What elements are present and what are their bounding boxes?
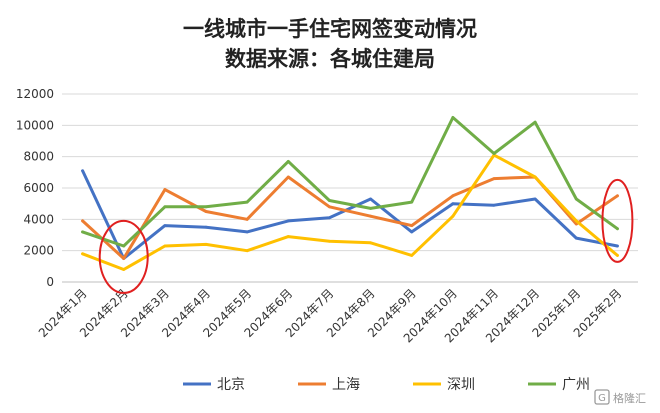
data-point [410,200,414,204]
data-point [492,203,496,207]
series-line-上海 [81,175,619,260]
data-point [204,225,208,229]
legend-label: 上海 [332,377,360,393]
chart-title: 一线城市一手住宅网签变动情况 [183,17,477,41]
data-point [163,244,167,248]
data-point [286,235,290,238]
chart-subtitle: 数据来源：各城住建局 [225,47,435,71]
data-point [204,205,208,209]
data-point [410,230,414,234]
legend-label: 深圳 [447,377,475,393]
y-axis-ticks: 0 2000 4000 6000 8000 10000 12000 [16,87,54,289]
data-point [410,253,414,257]
g-logo-letter: G [598,393,606,404]
data-point [533,175,537,179]
g-logo-icon [594,389,610,405]
data-point [451,194,455,198]
data-point [369,241,372,245]
data-point [328,239,331,243]
data-point [163,205,167,209]
y-tick-label: 12000 [16,87,54,101]
watermark: G 格隆汇 [594,389,646,405]
y-tick-label: 10000 [16,118,54,132]
data-point [245,249,249,253]
data-point [369,214,372,218]
data-point [328,199,331,202]
data-point [122,268,126,271]
data-point [245,230,249,234]
data-point [410,224,414,228]
y-tick-label: 6000 [23,181,54,195]
y-tick-label: 8000 [23,150,54,164]
data-point [451,116,455,119]
data-point [81,230,84,234]
data-point [122,244,126,248]
series-lines [81,116,619,271]
data-point [81,252,84,256]
data-point [204,210,208,213]
data-point [286,159,290,163]
watermark-text: 格隆汇 [613,391,646,405]
data-point [492,177,496,181]
data-point [245,217,249,221]
data-point [616,244,619,248]
data-point [122,257,126,260]
data-point [81,169,84,173]
data-point [574,219,578,223]
data-point [328,205,331,209]
data-point [574,236,578,240]
x-axis-ticks: 2024年1月2024年2月2024年3月2024年4月2024年5月2024年… [36,286,625,345]
data-point [245,200,249,204]
y-tick-label: 0 [46,275,54,289]
legend-label: 北京 [217,377,245,393]
data-point [492,152,496,155]
data-point [616,227,619,231]
data-point [616,194,619,198]
data-point [286,219,290,223]
annotation-ellipse [601,178,634,263]
y-tick-label: 4000 [23,212,54,226]
data-point [533,197,537,201]
y-tick-label: 2000 [23,244,54,258]
data-point [204,243,208,246]
data-point [616,253,619,257]
data-point [533,120,537,124]
data-point [328,216,331,220]
series-line-广州 [81,116,619,248]
data-point [286,175,290,179]
annotations [98,178,634,294]
series-line-深圳 [81,153,619,271]
data-point [451,214,455,218]
data-point [81,219,84,223]
data-point [369,206,372,210]
data-point [163,224,167,228]
data-point [369,197,372,201]
legend-label: 广州 [562,377,590,393]
data-point [163,188,167,191]
data-point [574,197,578,201]
data-point [451,202,455,206]
annotation-ellipse [98,219,149,294]
series-line-北京 [81,169,619,260]
legend: 北京 上海 深圳 广州 [183,377,590,393]
